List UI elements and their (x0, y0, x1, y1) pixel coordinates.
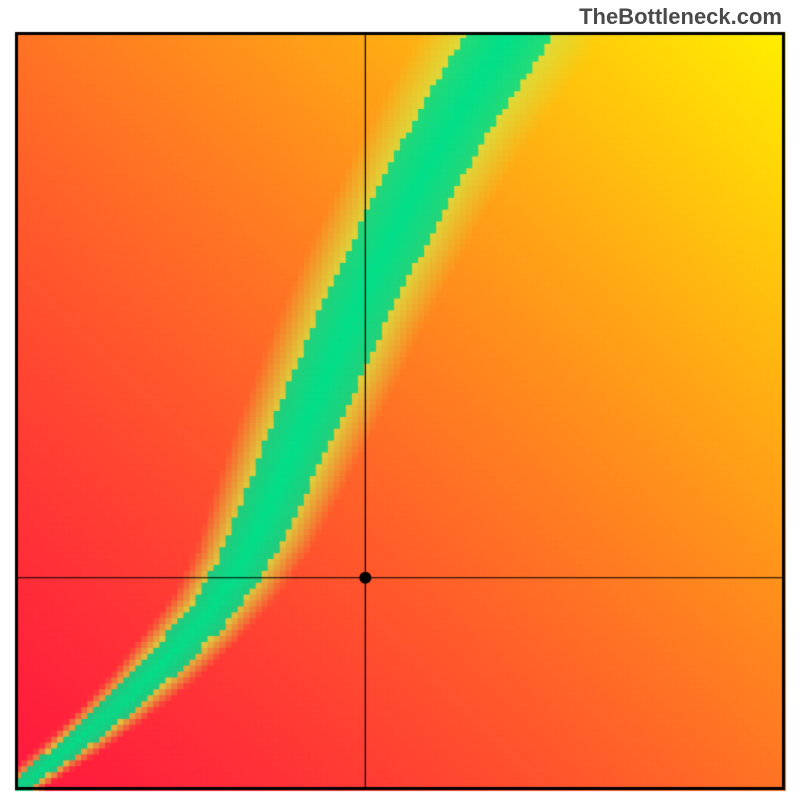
watermark-text: TheBottleneck.com (579, 4, 782, 30)
bottleneck-heatmap-canvas (0, 0, 800, 800)
chart-container: TheBottleneck.com (0, 0, 800, 800)
